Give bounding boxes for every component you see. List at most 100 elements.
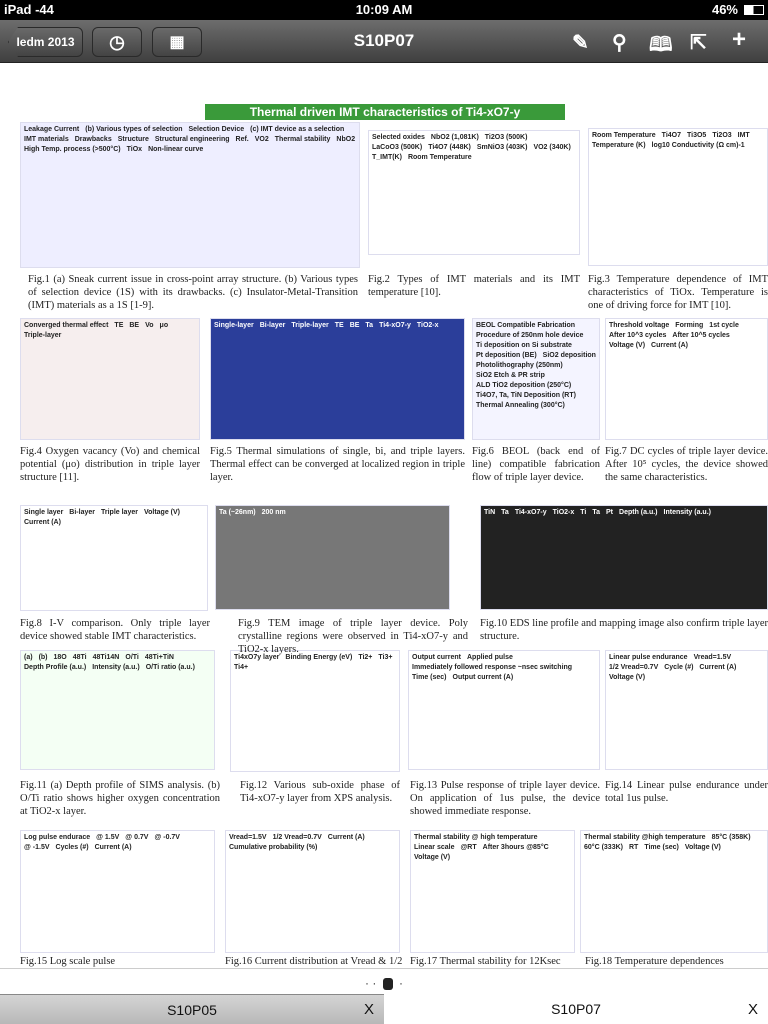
figure-label: Threshold voltage [609,322,670,329]
figure-label: Triple-layer [24,332,62,339]
figure-label: 60°C (333K) [584,844,623,851]
figure-caption: Fig.3 Temperature dependence of IMT char… [588,274,768,311]
figure-label: 1/2 Vread=0.7V [272,834,322,841]
figure-label: Voltage (V) [414,854,451,861]
page-indicator[interactable]: · · · [364,976,403,990]
tab-s10p05[interactable]: S10P05 X [0,994,384,1024]
carrier: iPad -44 [4,2,54,17]
figure-label: (b) Various types of selection [85,126,183,133]
figure-label: VO2 (340K) [533,144,571,151]
figure-label: Cycles (#) [55,844,89,851]
figure-caption: Fig.15 Log scale pulse [20,956,116,967]
figure-label: TiOx [126,146,143,153]
figure-label: @ -1.5V [24,844,50,851]
figure-label: Ti deposition on Si substrate [476,342,572,349]
back-button[interactable]: Iedm 2013 [8,27,83,57]
figure-label: Ta (~26nm) [219,509,256,516]
search-icon[interactable]: ⚲ [612,32,627,54]
figure-label: Linear scale [414,844,455,851]
figure-label: Ref. [235,136,249,143]
figure-label: 1/2 Vread=0.7V [609,664,659,671]
figure-f15: Log pulse endurace @ 1.5V @ 0.7V @ -0.7V @ -… [20,830,215,953]
figure-f8: Single layer Bi-layer Triple layer Voltage … [20,505,208,611]
figure-f2: Selected oxides NbO2 (1,081K) Ti2O3 (500K)… [368,130,580,255]
figure-label: NbO2 [336,136,356,143]
figure-label: Ti3+ [378,654,393,661]
figure-label: Structure [117,136,149,143]
figure-label: BEOL Compatible Fabrication [476,322,576,329]
figure-label: Leakage Current [24,126,80,133]
figure-caption: Fig.4 Oxygen vacancy (Vo) and chemical p… [20,446,200,483]
figure-f10: TiN Ta Ti4-xO7-y TiO2-x Ti Ta Pt Depth (a.u.) In… [480,505,768,610]
figure-label: Single layer [24,509,64,516]
figure-caption: Fig.6 BEOL (back end of line) compatible… [472,446,600,483]
figure-label: μo [159,322,169,329]
figure-label: 48Ti+TiN [144,654,174,661]
figure-f16: Vread=1.5V 1/2 Vread=0.7V Current (A) Cumul… [225,830,400,953]
figure-label: Current (A) [94,844,132,851]
figure-label: 48Ti [72,654,87,661]
figure-caption: Fig.8 I-V comparison. Only triple layer … [20,618,210,642]
figure-f6: BEOL Compatible Fabrication Procedure of … [472,318,600,440]
grid-icon: ▦ [169,34,185,51]
figure-label: After 10^5 cycles [672,332,730,339]
figure-caption: Fig.11 (a) Depth profile of SIMS analysi… [20,780,220,817]
pencil-icon[interactable]: ✎ [572,32,589,54]
battery-percent: 46% [711,2,738,17]
poster-title: Thermal driven IMT characteristics of Ti… [205,104,565,120]
figure-label: Ti4O7 (448K) [428,144,471,151]
figure-label: IMT materials [24,136,69,143]
history-button[interactable]: ◷ [92,27,142,57]
figure-label: Ti2O3 [712,132,732,139]
figure-caption: Fig.7 DC cycles of triple layer device. … [605,446,768,483]
figure-label: Drawbacks [74,136,112,143]
book-icon[interactable]: 🕮 [649,34,673,56]
tab-s10p07[interactable]: S10P07 X [384,994,768,1024]
figure-label: @RT [460,844,477,851]
figure-label: Current (A) [327,834,365,841]
figure-label: Converged thermal effect [24,322,109,329]
figure-label: Triple layer [100,509,138,516]
figure-label: Vo [145,322,154,329]
figure-label: Ti4+ [234,664,249,671]
figure-label: LaCoO3 (500K) [372,144,423,151]
figure-label: SmNiO3 (403K) [476,144,528,151]
figure-label: (c) IMT device as a selection [250,126,345,133]
figure-label: Linear pulse endurance [609,654,688,661]
figure-label: Current (A) [651,342,688,349]
figure-f12: Ti4xO7y layer Binding Energy (eV) Ti2+ Ti3+… [230,650,400,772]
figure-label: Selection Device [188,126,245,133]
figure-label: Room Temperature [592,132,656,139]
figure-label: TE [334,322,344,329]
figure-label: Room Temperature [407,154,472,161]
share-icon[interactable]: ⇱ [690,32,707,54]
figure-label: O/Ti [125,654,139,661]
figure-label: Binding Energy (eV) [285,654,353,661]
figure-f1: Leakage Current (b) Various types of sele… [20,122,360,268]
plus-icon[interactable]: + [732,26,747,53]
figure-label: NbO2 (1,081K) [430,134,479,141]
figure-label: Triple-layer [291,322,329,329]
figure-label: 48Ti14N [92,654,120,661]
figure-label: Procedure of 250nm hole device [476,332,584,339]
figure-label: After 3hours @85°C [482,844,549,851]
figure-label: IMT [737,132,750,139]
figure-caption: Fig.9 TEM image of triple layer device. … [238,618,468,655]
close-tab-icon[interactable]: X [363,1001,374,1018]
figure-label: ALD TiO2 deposition (250°C) [476,382,572,389]
figure-label: Thermal stability [274,136,331,143]
figure-label: Output current (A) [452,674,514,681]
figure-label: Pt [606,509,614,516]
figure-caption: Fig.5 Thermal simulations of single, bi,… [210,446,465,483]
figure-label: Temperature (K) [592,142,646,149]
clock-icon: ◷ [109,31,125,52]
figure-label: Ti [580,509,587,516]
figure-caption: Fig.18 Temperature dependences [585,956,724,967]
figure-label: After 10^3 cycles [609,332,667,339]
figure-label: TiO2-x [552,509,575,516]
thumbnails-button[interactable]: ▦ [152,27,202,57]
figure-label: Ti2+ [358,654,373,661]
figure-label: 1st cycle [709,322,739,329]
close-tab-icon[interactable]: X [747,1000,758,1018]
battery-icon [744,5,764,15]
